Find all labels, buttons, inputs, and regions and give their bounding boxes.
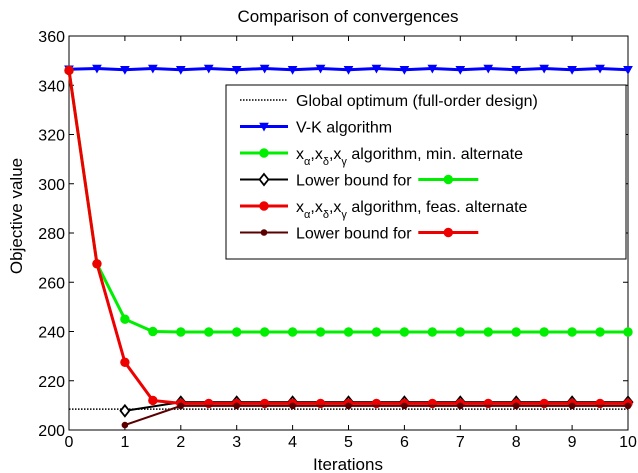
series-5-point	[121, 421, 129, 429]
x-tick-label: 3	[232, 434, 241, 451]
series-5-point	[457, 402, 464, 410]
series-2-point	[483, 327, 493, 337]
legend-swatch-marker	[259, 148, 269, 158]
y-tick-label: 360	[38, 29, 65, 46]
series-2-point	[371, 327, 382, 337]
series-2-point	[455, 327, 465, 337]
series-5-point	[512, 402, 520, 410]
series-2-point	[399, 327, 410, 337]
series-2-point	[623, 327, 633, 337]
y-axis-label: Objective value	[7, 158, 26, 274]
x-tick-label: 0	[65, 434, 74, 451]
legend-label: V-K algorithm	[296, 120, 392, 137]
series-1-point	[203, 64, 214, 74]
series-2-point	[343, 327, 354, 337]
series-1-point	[175, 66, 186, 75]
legend-swatch-marker	[259, 201, 269, 211]
legend-box	[225, 84, 627, 260]
series-4-point	[120, 357, 130, 367]
legend: Global optimum (full-order design) V-K al…	[225, 84, 627, 260]
series-4-point	[148, 395, 158, 406]
legend-swatch-marker	[260, 229, 268, 236]
legend-swatch-marker	[259, 122, 269, 132]
series-5-point	[289, 402, 296, 410]
x-tick-label: 8	[512, 434, 521, 451]
series-5-point	[233, 402, 240, 410]
series-1-point	[595, 64, 605, 74]
series-5-point	[624, 402, 632, 410]
series-1-point	[399, 66, 410, 75]
series-5-point	[345, 402, 352, 410]
series-1-point	[92, 64, 102, 74]
series-1-point	[259, 64, 270, 74]
series-2-point	[120, 314, 130, 324]
series-1-point	[483, 64, 494, 74]
series-3-point	[119, 403, 131, 418]
series-4-point	[64, 65, 74, 76]
series-1-point	[623, 66, 633, 75]
legend-ref-marker	[443, 227, 454, 238]
x-tick-label: 5	[344, 434, 353, 451]
series-2-point	[539, 327, 549, 337]
legend-label: Lower bound for	[296, 173, 412, 190]
x-tick-label: 10	[619, 434, 637, 451]
series-1-point	[371, 64, 382, 74]
y-tick-label: 300	[38, 177, 65, 194]
series-2-point	[595, 327, 605, 337]
series-1-point	[287, 66, 298, 75]
x-tick-label: 6	[400, 434, 409, 451]
series-1-point	[343, 66, 354, 75]
series-5-point	[568, 402, 576, 410]
y-tick-label: 320	[38, 128, 65, 145]
series-1-point	[427, 64, 438, 74]
y-tick-label: 280	[38, 226, 65, 243]
series-2-point	[232, 327, 242, 337]
y-tick-label: 340	[38, 78, 65, 95]
y-tick-label: 220	[38, 374, 65, 391]
series-2-point	[259, 327, 270, 337]
series-1-point	[511, 66, 522, 75]
series-5-point	[177, 402, 185, 410]
legend-label: xα,xδ,xγ algorithm, feas. alternate	[296, 199, 528, 221]
series-2-point	[511, 327, 521, 337]
series-1-point	[315, 64, 326, 74]
series-2-point	[315, 327, 326, 337]
series-1-point	[231, 66, 242, 75]
series-1-point	[120, 66, 130, 75]
y-tick-label: 200	[38, 423, 65, 440]
series-2-point	[176, 327, 186, 337]
x-tick-label: 1	[120, 434, 129, 451]
y-tick-label: 260	[38, 275, 65, 292]
x-axis-label: Iterations	[313, 455, 383, 473]
series-1-point	[539, 64, 549, 74]
series-2-point	[427, 327, 438, 337]
legend-label: xα,xδ,xγ algorithm, min. alternate	[296, 146, 523, 168]
plot-area: 0 1 2 3 4 5 6 7 8 9 10 200 220 240 260 280 300 320 340 360	[38, 29, 637, 451]
series-5-point	[401, 402, 408, 410]
series-1-point	[148, 64, 158, 74]
series-1-point	[455, 66, 466, 75]
x-tick-label: 9	[568, 434, 577, 451]
series-2-point	[204, 327, 214, 337]
x-tick-label: 7	[456, 434, 465, 451]
legend-label: Global optimum (full-order design)	[296, 93, 538, 110]
series-1-point	[567, 66, 577, 75]
series-2-point	[148, 326, 158, 337]
y-tick-label: 240	[38, 325, 65, 342]
x-tick-label: 4	[288, 434, 297, 451]
legend-label: Lower bound for	[296, 226, 412, 243]
series-line-5	[124, 404, 628, 427]
series-2-point	[287, 327, 298, 337]
legend-swatch-marker	[258, 172, 270, 187]
x-tick-label: 2	[176, 434, 185, 451]
series-2-point	[567, 327, 577, 337]
series-4-point	[92, 259, 102, 269]
chart-title: Comparison of convergences	[237, 7, 458, 26]
legend-ref-marker	[443, 174, 454, 185]
